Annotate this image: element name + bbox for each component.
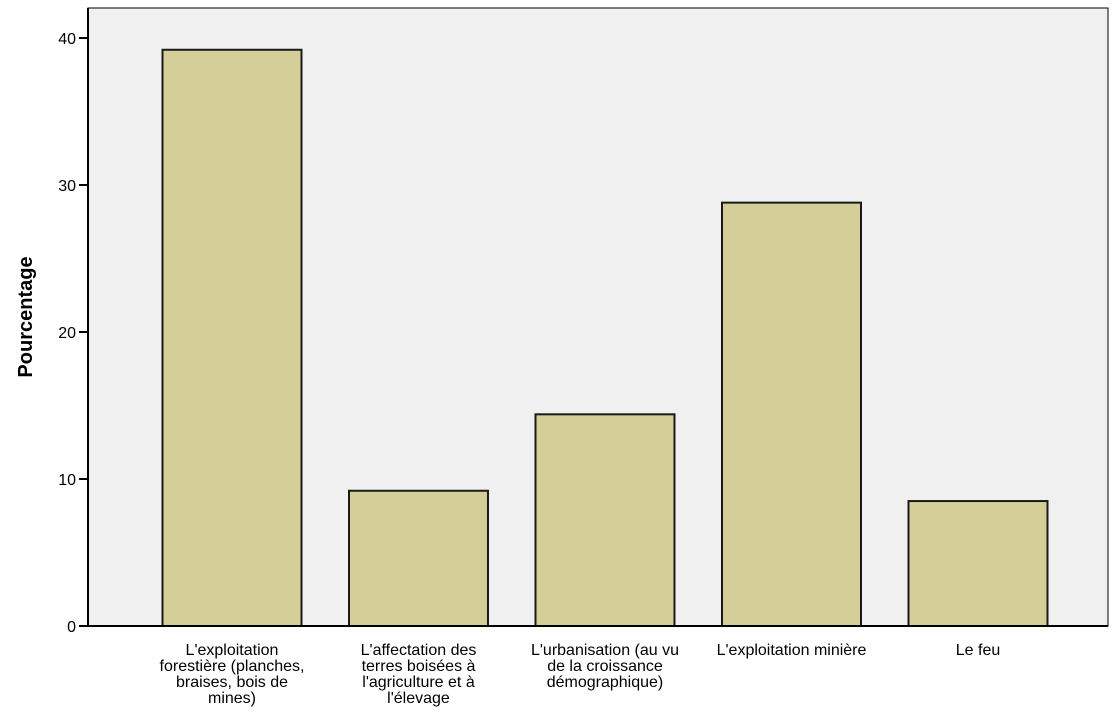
x-tick-label: L'affectation des terres boisées à l'agric… [361,642,477,707]
y-axis-ticks: 0 10 20 30 40 [58,31,88,636]
x-tick-label-line: L'exploitation [186,642,279,659]
x-tick-label-line: l'élevage [387,690,450,707]
x-tick-label-line: forestière (planches, [160,658,305,675]
x-tick-label-line: Le feu [956,642,1000,659]
x-tick-label: L'exploitation minière [717,642,867,659]
bar-3 [534,413,676,627]
y-axis-label: Pourcentage [15,256,37,377]
y-tick-label: 30 [58,178,76,195]
x-tick-label-line: de la croissance [547,658,663,675]
x-tick-label: Le feu [956,642,1000,659]
bar-4 [721,201,862,627]
y-tick-label: 10 [58,472,76,489]
x-tick-label-line: terres boisées à [362,658,476,675]
x-tick-label-line: L'exploitation minière [717,642,867,659]
x-tick-label: L'urbanisation (au vu de la croissance dém… [531,642,679,691]
x-axis-labels: L'exploitation forestière (planches, brais… [160,642,1001,707]
bar-5 [907,500,1049,627]
bars-group [161,48,1049,628]
y-tick-label: 40 [58,31,76,48]
bar-1 [161,48,303,627]
x-tick-label-line: mines) [208,690,256,707]
x-tick-label-line: L'urbanisation (au vu [531,642,679,659]
x-tick-label-line: L'affectation des [361,642,477,659]
x-tick-label-line: braises, bois de [176,674,288,691]
y-tick-label: 0 [67,619,76,636]
bar-2 [348,489,489,628]
x-tick-label: L'exploitation forestière (planches, brais… [160,642,305,707]
x-tick-label-line: démographique) [547,674,664,691]
y-tick-label: 20 [58,325,76,342]
x-tick-label-line: l'agriculture et à [362,674,475,691]
